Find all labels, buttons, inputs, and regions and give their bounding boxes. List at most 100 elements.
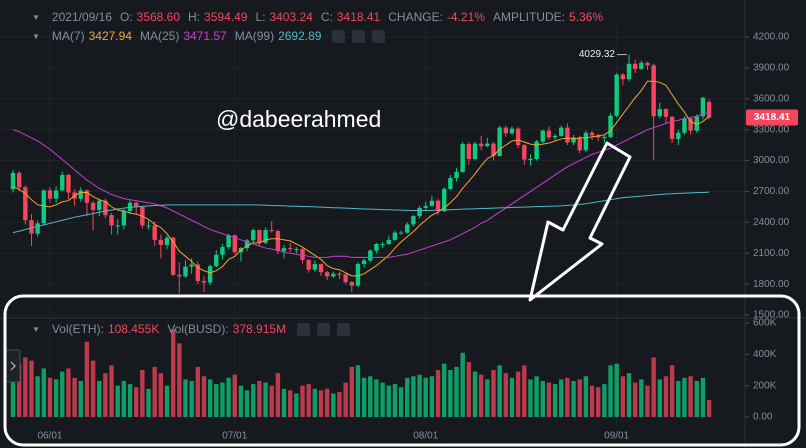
candle-body — [565, 127, 570, 143]
volume-name: Vol(BUSD): — [167, 322, 229, 336]
candle-body — [682, 118, 687, 133]
volume-bar — [559, 379, 564, 417]
volume-bar — [472, 371, 478, 417]
candle-body — [115, 225, 120, 227]
candle-body — [632, 63, 638, 69]
candle-body — [300, 249, 305, 260]
volume-bar — [491, 370, 496, 417]
price-pane — [10, 54, 712, 294]
y-tick-label: 2400.00 — [753, 217, 790, 228]
collapse-caret[interactable]: ▼ — [32, 12, 40, 22]
candle-body — [559, 127, 564, 136]
candle-body — [485, 143, 490, 147]
ma-value: 3471.57 — [183, 29, 227, 43]
y-tick-label: 0.00 — [753, 412, 773, 423]
volume-bar — [300, 385, 305, 417]
candle-body — [429, 200, 435, 206]
candle-body — [312, 264, 318, 270]
volume-bar — [602, 384, 607, 417]
volume-bar — [583, 376, 589, 417]
volume-bar — [66, 368, 71, 417]
candle-body — [251, 230, 256, 241]
volume-bar — [269, 385, 274, 417]
candle-body — [386, 239, 391, 244]
volume-bar — [183, 379, 188, 417]
volume-bar — [16, 363, 22, 417]
y-tick-label: 3300.00 — [753, 124, 790, 135]
candle-body — [78, 190, 83, 199]
candle-body — [90, 202, 96, 210]
volume-bar — [682, 377, 687, 417]
candle-body — [405, 224, 410, 233]
volume-bar — [158, 373, 164, 417]
field-label: CHANGE: — [388, 10, 443, 24]
collapse-caret[interactable]: ▼ — [32, 324, 40, 334]
volume-bar — [522, 365, 527, 417]
volume-bar — [121, 380, 127, 417]
y-tick-label: 600K — [753, 318, 777, 329]
volume-bar — [651, 357, 656, 417]
candle-body — [571, 137, 576, 143]
volume-bar — [589, 385, 595, 417]
side-tab[interactable] — [5, 349, 21, 383]
candle-body — [657, 109, 662, 117]
y-tick-label: 200K — [753, 380, 777, 391]
volume-bar — [115, 385, 120, 417]
volume-bar — [306, 384, 311, 417]
volume-bar — [134, 387, 139, 417]
volume-bar — [361, 377, 367, 417]
y-tick-label: 3000.00 — [753, 155, 790, 166]
volume-bar — [318, 390, 324, 417]
candle-body — [614, 74, 619, 116]
volume-bar — [324, 388, 330, 417]
volume-bar — [355, 365, 361, 417]
candle-body — [380, 243, 385, 245]
candle-body — [10, 172, 16, 190]
candle-body — [337, 273, 342, 275]
candle-body — [503, 127, 508, 134]
volume-bar — [380, 382, 385, 417]
candle-body — [368, 250, 373, 261]
volume-bar — [312, 388, 318, 417]
legend-button[interactable] — [352, 29, 366, 43]
candle-body — [263, 230, 268, 243]
candle-body — [639, 62, 644, 69]
ma-line — [12, 80, 710, 277]
legend-button[interactable] — [337, 322, 351, 336]
candle-body — [103, 200, 108, 216]
candle-body — [355, 264, 361, 286]
y-tick-label: 1800.00 — [753, 279, 790, 290]
volume-bar — [540, 380, 545, 417]
legend-button[interactable] — [317, 322, 331, 336]
volume-bar — [78, 380, 83, 417]
volume-bar — [577, 379, 582, 417]
candle-body — [688, 118, 693, 131]
y-tick-label: 400K — [753, 349, 777, 360]
candle-body — [189, 264, 194, 267]
candle-body — [669, 116, 675, 139]
field-value: 3403.24 — [269, 10, 313, 24]
volume-bar — [109, 365, 114, 417]
legend-button[interactable] — [372, 29, 386, 43]
collapse-caret[interactable]: ▼ — [32, 31, 40, 41]
candle-body — [497, 127, 502, 156]
volume-bar — [263, 382, 268, 417]
field-label: C: — [320, 10, 333, 24]
volume-bar — [386, 385, 391, 417]
candle-body — [214, 254, 219, 267]
candle-body — [645, 62, 650, 66]
volume-bar — [620, 376, 626, 417]
volume-bar — [639, 379, 644, 417]
candle-body — [651, 65, 656, 117]
candle-body — [134, 202, 139, 207]
legend-button[interactable] — [297, 322, 311, 336]
candle-body — [417, 207, 422, 217]
candle-body — [201, 281, 207, 283]
volume-bar — [207, 379, 213, 417]
volume-bar — [214, 384, 219, 417]
legend-button[interactable] — [332, 29, 346, 43]
candle-body — [318, 264, 324, 273]
candle-body — [398, 232, 404, 234]
volume-bar — [275, 373, 281, 417]
volume-bar — [41, 368, 46, 417]
